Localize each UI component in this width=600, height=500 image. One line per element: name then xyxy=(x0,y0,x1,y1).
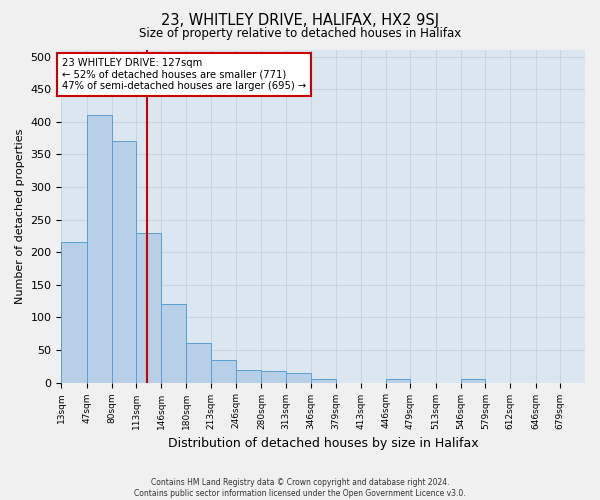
Bar xyxy=(262,371,286,382)
Y-axis label: Number of detached properties: Number of detached properties xyxy=(15,128,25,304)
Bar xyxy=(386,380,410,382)
Bar xyxy=(161,304,187,382)
Bar xyxy=(286,373,311,382)
Bar xyxy=(236,370,262,382)
Text: Contains HM Land Registry data © Crown copyright and database right 2024.
Contai: Contains HM Land Registry data © Crown c… xyxy=(134,478,466,498)
Bar xyxy=(187,344,211,382)
Bar xyxy=(136,232,161,382)
X-axis label: Distribution of detached houses by size in Halifax: Distribution of detached houses by size … xyxy=(168,437,479,450)
Bar xyxy=(311,380,335,382)
Bar xyxy=(112,142,136,382)
Text: 23 WHITLEY DRIVE: 127sqm
← 52% of detached houses are smaller (771)
47% of semi-: 23 WHITLEY DRIVE: 127sqm ← 52% of detach… xyxy=(62,58,307,91)
Text: 23, WHITLEY DRIVE, HALIFAX, HX2 9SJ: 23, WHITLEY DRIVE, HALIFAX, HX2 9SJ xyxy=(161,12,439,28)
Bar xyxy=(87,115,112,382)
Text: Size of property relative to detached houses in Halifax: Size of property relative to detached ho… xyxy=(139,28,461,40)
Bar xyxy=(211,360,236,382)
Bar xyxy=(61,242,87,382)
Bar xyxy=(461,380,485,382)
